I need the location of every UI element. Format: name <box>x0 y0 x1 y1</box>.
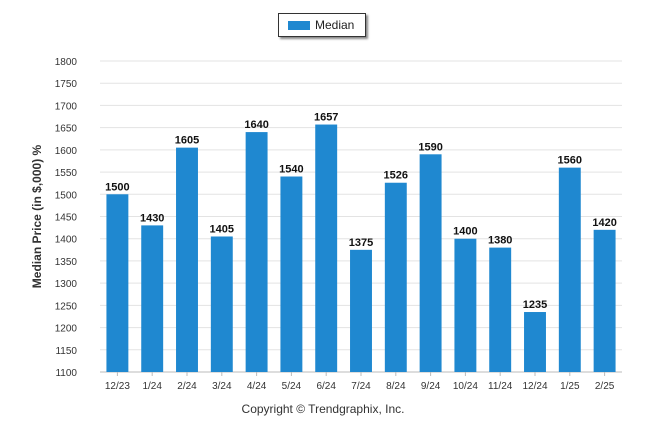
x-tick-label: 9/24 <box>421 381 441 392</box>
x-tick-label: 1/25 <box>560 381 580 392</box>
x-tick-label: 8/24 <box>386 381 406 392</box>
data-label: 1500 <box>105 181 129 193</box>
bar <box>489 247 512 372</box>
data-label: 1420 <box>592 217 616 229</box>
data-label: 1640 <box>244 119 268 131</box>
y-tick-label: 1700 <box>55 101 78 112</box>
x-tick-label: 5/24 <box>282 381 302 392</box>
data-label: 1430 <box>140 212 164 224</box>
x-tick-label: 3/24 <box>212 381 232 392</box>
x-tick-label: 1/24 <box>142 381 162 392</box>
data-label: 1235 <box>523 299 547 311</box>
data-label: 1540 <box>279 164 303 176</box>
legend-swatch-median <box>288 21 310 30</box>
bar <box>280 176 303 372</box>
bar <box>384 182 407 372</box>
bar <box>245 132 268 372</box>
bar <box>210 236 233 372</box>
x-tick-label: 2/25 <box>595 381 615 392</box>
y-tick-label: 1100 <box>55 368 77 379</box>
data-label: 1375 <box>349 237 373 249</box>
x-tick-label: 7/24 <box>351 381 371 392</box>
x-tick-label: 11/24 <box>488 381 513 392</box>
y-tick-label: 1250 <box>55 301 78 312</box>
bar <box>350 249 372 372</box>
bar <box>593 229 616 372</box>
chart-legend: Median <box>278 13 366 37</box>
x-tick-label: 4/24 <box>247 381 267 392</box>
y-tick-label: 1450 <box>55 213 78 224</box>
data-label: 1590 <box>418 141 442 153</box>
data-label: 1526 <box>384 170 408 182</box>
y-tick-label: 1300 <box>55 279 78 290</box>
data-label: 1405 <box>210 223 234 235</box>
y-tick-label: 1600 <box>55 146 78 157</box>
y-tick-label: 1150 <box>55 346 77 357</box>
data-label: 1380 <box>488 235 512 247</box>
x-tick-label: 2/24 <box>177 381 197 392</box>
copyright-footer: Copyright © Trendgraphix, Inc. <box>241 402 405 416</box>
bar <box>141 225 164 372</box>
y-tick-label: 1200 <box>55 324 78 335</box>
bar <box>454 238 477 372</box>
y-tick-label: 1550 <box>55 168 78 179</box>
bar <box>106 194 129 372</box>
x-tick-label: 12/23 <box>105 381 130 392</box>
y-tick-label: 1500 <box>55 190 78 201</box>
legend-label-median: Median <box>315 18 355 32</box>
y-tick-label: 1800 <box>55 57 78 68</box>
bar <box>315 124 338 372</box>
y-tick-label: 1400 <box>55 235 78 246</box>
data-label: 1657 <box>314 112 338 124</box>
bar <box>176 147 198 372</box>
y-axis-label: Median Price (in $,000) % <box>30 144 44 288</box>
x-tick-label: 12/24 <box>522 381 547 392</box>
x-tick-label: 6/24 <box>316 381 336 392</box>
bar <box>524 312 546 372</box>
bar <box>558 167 581 372</box>
data-label: 1560 <box>558 155 582 167</box>
x-tick-label: 10/24 <box>453 381 478 392</box>
y-tick-label: 1350 <box>55 257 78 268</box>
data-label: 1400 <box>453 226 477 238</box>
bar <box>419 154 442 372</box>
y-tick-label: 1650 <box>55 124 78 135</box>
data-label: 1605 <box>175 135 199 147</box>
y-tick-label: 1750 <box>55 79 78 90</box>
